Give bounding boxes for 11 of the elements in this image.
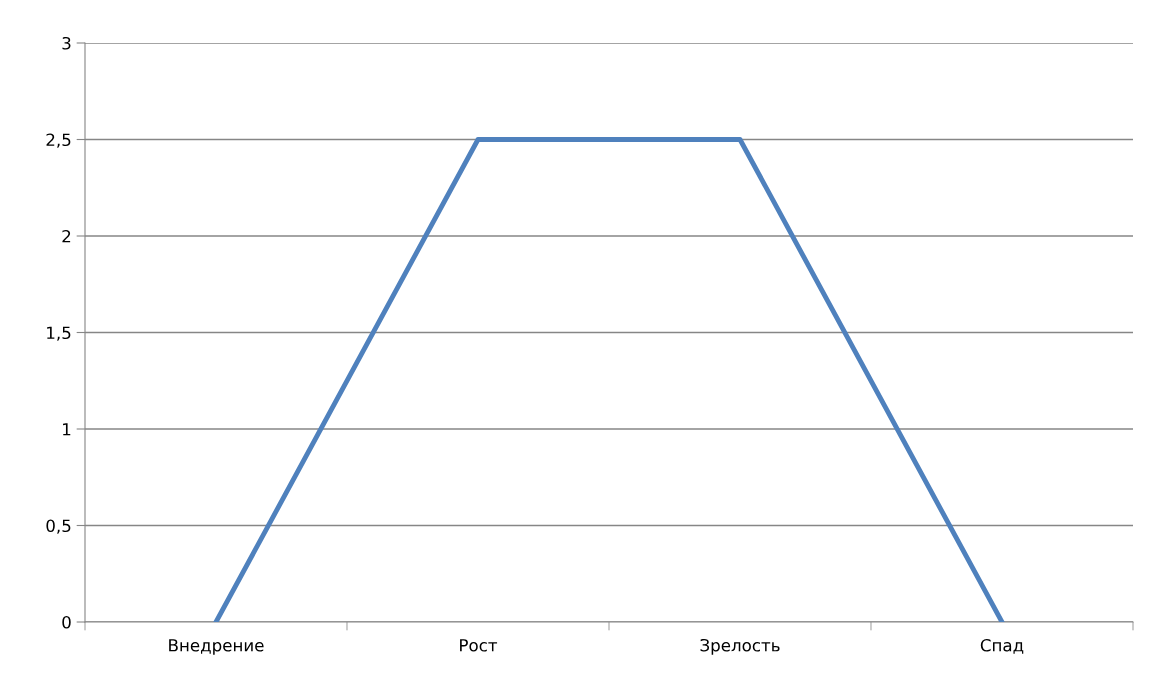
y-tick-label: 0,5 [46,519,71,534]
x-tick-label: Рост [460,639,498,652]
y-tick-label: 2,5 [46,133,71,148]
y-tick-label: 2 [62,229,71,243]
x-tick-label: Зрелость [700,638,780,655]
y-tick-label: 0 [62,615,71,629]
y-tick-label: 3 [62,36,71,50]
x-tick-label: Внедрение [169,639,264,655]
x-tick-label: Спад [980,638,1024,654]
y-tick-label: 1,5 [47,326,71,341]
y-tick-label: 1 [63,423,71,436]
